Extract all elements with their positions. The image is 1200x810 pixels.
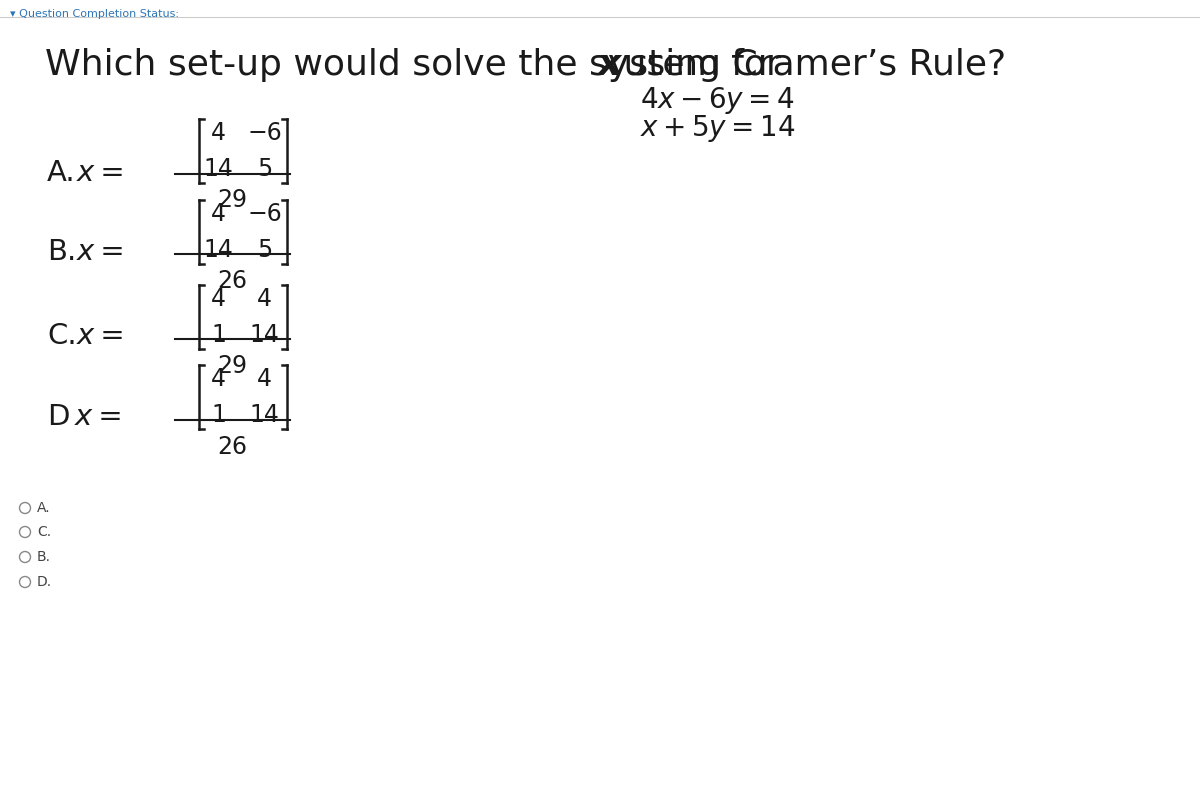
Text: −6: −6 [247, 202, 282, 226]
Text: $4x - 6y = 4$: $4x - 6y = 4$ [640, 84, 794, 116]
Text: =: = [91, 322, 125, 350]
Text: 29: 29 [217, 354, 247, 378]
Text: C.: C. [47, 322, 77, 350]
Text: 14: 14 [204, 238, 234, 262]
Text: 5: 5 [257, 157, 272, 181]
Text: x: x [598, 48, 620, 82]
Text: D: D [47, 403, 70, 431]
Text: =: = [91, 238, 125, 266]
Text: 26: 26 [217, 435, 247, 459]
Text: x: x [77, 322, 95, 350]
Text: 29: 29 [217, 188, 247, 212]
Text: 4: 4 [257, 287, 272, 311]
Text: 4: 4 [211, 202, 226, 226]
Text: Which set-up would solve the system for: Which set-up would solve the system for [46, 48, 792, 82]
Text: B.: B. [37, 550, 50, 564]
Text: 4: 4 [211, 367, 226, 391]
Text: =: = [89, 403, 122, 431]
Text: 14: 14 [250, 403, 280, 427]
Text: 26: 26 [217, 269, 247, 293]
Text: using Cramer’s Rule?: using Cramer’s Rule? [612, 48, 1006, 82]
Text: B.: B. [47, 238, 77, 266]
Text: 1: 1 [211, 403, 226, 427]
Text: 1: 1 [211, 323, 226, 347]
Text: $x + 5y = 14$: $x + 5y = 14$ [640, 113, 796, 143]
Text: 14: 14 [250, 323, 280, 347]
Text: A.: A. [47, 159, 76, 187]
Text: 4: 4 [257, 367, 272, 391]
Text: 5: 5 [257, 238, 272, 262]
Text: x: x [77, 159, 95, 187]
Text: ▾ Question Completion Status:: ▾ Question Completion Status: [10, 9, 179, 19]
Text: 4: 4 [211, 121, 226, 145]
Text: −6: −6 [247, 121, 282, 145]
Text: x: x [74, 403, 92, 431]
Text: A.: A. [37, 501, 50, 515]
Text: C.: C. [37, 525, 52, 539]
Text: D.: D. [37, 575, 52, 589]
Text: =: = [91, 159, 125, 187]
Text: 14: 14 [204, 157, 234, 181]
Text: 4: 4 [211, 287, 226, 311]
Text: x: x [77, 238, 95, 266]
